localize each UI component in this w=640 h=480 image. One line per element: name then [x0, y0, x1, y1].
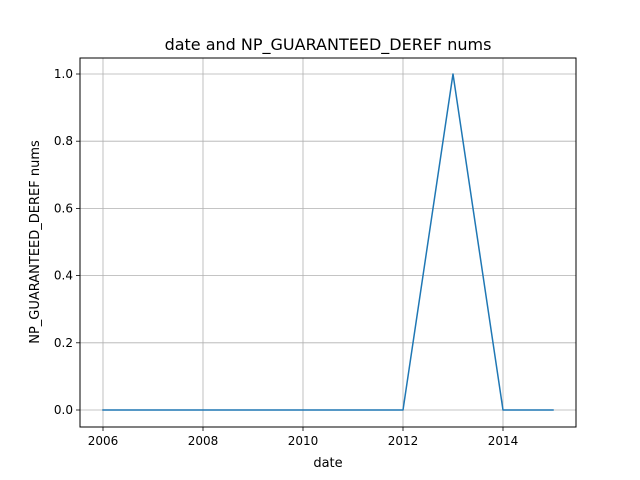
- y-tick-label: 0.6: [54, 201, 73, 215]
- x-tick-label: 2006: [88, 434, 119, 448]
- x-tick-label: 2014: [488, 434, 519, 448]
- series-layer: [102, 73, 554, 411]
- y-tick-label: 1.0: [54, 67, 73, 81]
- x-axis-label: date: [313, 456, 342, 471]
- y-tick-label: 0.4: [54, 269, 73, 283]
- x-tick-label: 2010: [288, 434, 319, 448]
- x-axis: 2006 2008 2010 2012 2014: [88, 427, 519, 448]
- chart-title: date and NP_GUARANTEED_DEREF nums: [165, 35, 492, 55]
- x-tick-label: 2012: [388, 434, 419, 448]
- y-axis: 0.0 0.2 0.4 0.6 0.8 1.0: [54, 67, 80, 417]
- plot-frame: [79, 57, 577, 428]
- y-tick-label: 0.0: [54, 403, 73, 417]
- y-axis-label: NP_GUARANTEED_DEREF nums: [28, 140, 43, 344]
- x-tick-label: 2008: [188, 434, 219, 448]
- series-line: [102, 73, 554, 411]
- y-tick-label: 0.2: [54, 336, 73, 350]
- y-tick-label: 0.8: [54, 134, 73, 148]
